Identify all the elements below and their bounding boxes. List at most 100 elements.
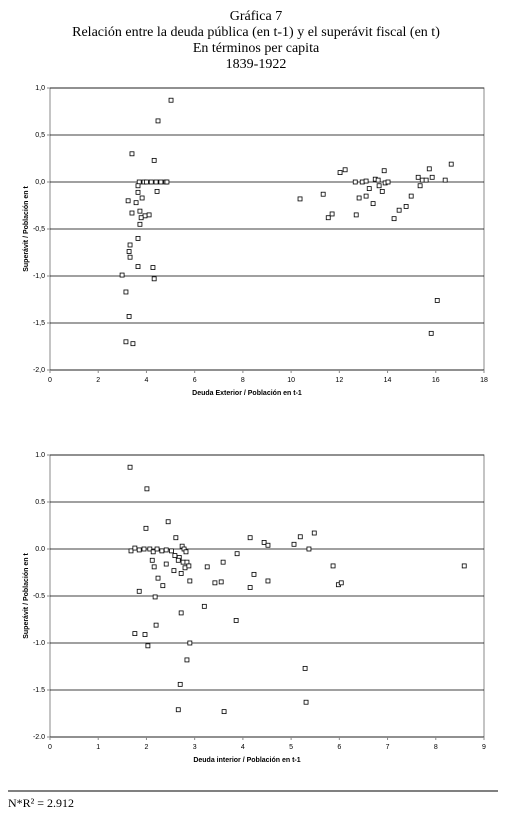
point bbox=[135, 183, 141, 189]
point bbox=[137, 221, 143, 227]
point bbox=[142, 213, 148, 219]
point bbox=[155, 118, 161, 124]
point bbox=[297, 196, 303, 202]
point bbox=[173, 535, 179, 541]
x-tick-label: 6 bbox=[337, 744, 341, 751]
point bbox=[129, 210, 135, 216]
y-tick-label: -1,5 bbox=[33, 320, 45, 327]
x-tick-label: 5 bbox=[289, 744, 293, 751]
x-tick-label: 9 bbox=[482, 744, 486, 751]
point bbox=[139, 195, 145, 201]
point bbox=[150, 549, 156, 555]
point bbox=[419, 177, 425, 183]
point bbox=[385, 179, 391, 185]
point bbox=[423, 177, 429, 183]
point bbox=[153, 622, 159, 628]
point bbox=[127, 242, 133, 248]
point bbox=[417, 183, 423, 189]
point bbox=[370, 201, 376, 207]
x-tick-label: 2 bbox=[96, 377, 100, 384]
point bbox=[442, 177, 448, 183]
title-line: Relación entre la deuda pública (en t-1)… bbox=[72, 25, 440, 40]
x-tick-label: 16 bbox=[432, 377, 440, 384]
point bbox=[154, 188, 160, 194]
point bbox=[352, 179, 358, 185]
point bbox=[130, 341, 136, 347]
point bbox=[212, 580, 218, 586]
title-line: Gráfica 7 bbox=[230, 9, 282, 24]
point bbox=[201, 603, 207, 609]
point bbox=[177, 681, 183, 687]
x-tick-label: 10 bbox=[287, 377, 295, 384]
point bbox=[234, 551, 240, 557]
y-tick-label: 0.5 bbox=[35, 499, 45, 506]
point bbox=[251, 571, 257, 577]
point bbox=[153, 179, 159, 185]
point bbox=[221, 709, 227, 715]
point bbox=[172, 553, 178, 558]
point bbox=[163, 561, 169, 567]
point bbox=[136, 588, 142, 594]
point bbox=[261, 540, 267, 545]
point bbox=[158, 179, 164, 185]
point bbox=[184, 657, 190, 663]
point bbox=[149, 557, 155, 563]
x-tick-label: 3 bbox=[193, 744, 197, 751]
y-tick-label: -0.5 bbox=[33, 593, 45, 600]
point bbox=[204, 564, 210, 570]
point bbox=[129, 151, 135, 157]
point bbox=[415, 174, 421, 180]
y-tick-label: -2.0 bbox=[33, 734, 45, 741]
point bbox=[163, 547, 169, 553]
point bbox=[164, 179, 170, 185]
point bbox=[135, 235, 141, 241]
y-tick-label: -0,5 bbox=[33, 226, 45, 233]
point bbox=[132, 631, 138, 636]
point bbox=[168, 97, 174, 103]
point bbox=[178, 610, 184, 616]
point bbox=[125, 198, 131, 204]
x-tick-label: 4 bbox=[241, 744, 245, 751]
y-tick-label: -2,0 bbox=[33, 367, 45, 374]
point bbox=[396, 207, 402, 213]
point bbox=[150, 265, 156, 270]
y-tick-label: 1,0 bbox=[35, 85, 45, 92]
point bbox=[338, 580, 344, 586]
point bbox=[448, 161, 454, 167]
point bbox=[320, 191, 326, 197]
point bbox=[265, 578, 271, 584]
point bbox=[143, 525, 149, 531]
footnote: N*R² = 2.912 bbox=[8, 796, 74, 810]
point bbox=[233, 618, 239, 623]
point bbox=[391, 216, 397, 222]
y-axis-label: Superávit / Población en t bbox=[23, 186, 30, 272]
point bbox=[123, 339, 129, 345]
point bbox=[363, 193, 369, 199]
point bbox=[265, 542, 271, 548]
point bbox=[151, 276, 157, 282]
point bbox=[426, 166, 432, 172]
point bbox=[186, 563, 192, 569]
point bbox=[151, 157, 157, 163]
point bbox=[297, 534, 303, 540]
point bbox=[247, 535, 253, 541]
point bbox=[144, 179, 149, 185]
point bbox=[132, 545, 138, 551]
x-tick-label: 18 bbox=[480, 377, 488, 384]
point bbox=[119, 272, 125, 278]
point bbox=[303, 699, 309, 705]
y-axis-label: Superávit / Población en t bbox=[23, 553, 30, 639]
point bbox=[375, 177, 381, 183]
y-tick-label: -1.5 bbox=[33, 687, 45, 694]
point bbox=[135, 264, 141, 270]
point bbox=[218, 579, 224, 585]
point bbox=[151, 564, 157, 570]
point bbox=[187, 578, 193, 584]
point bbox=[155, 575, 161, 581]
y-tick-label: 0,0 bbox=[35, 179, 45, 186]
point bbox=[220, 559, 226, 565]
point bbox=[376, 183, 382, 189]
y-tick-label: -1,0 bbox=[33, 273, 45, 280]
point bbox=[325, 215, 331, 221]
